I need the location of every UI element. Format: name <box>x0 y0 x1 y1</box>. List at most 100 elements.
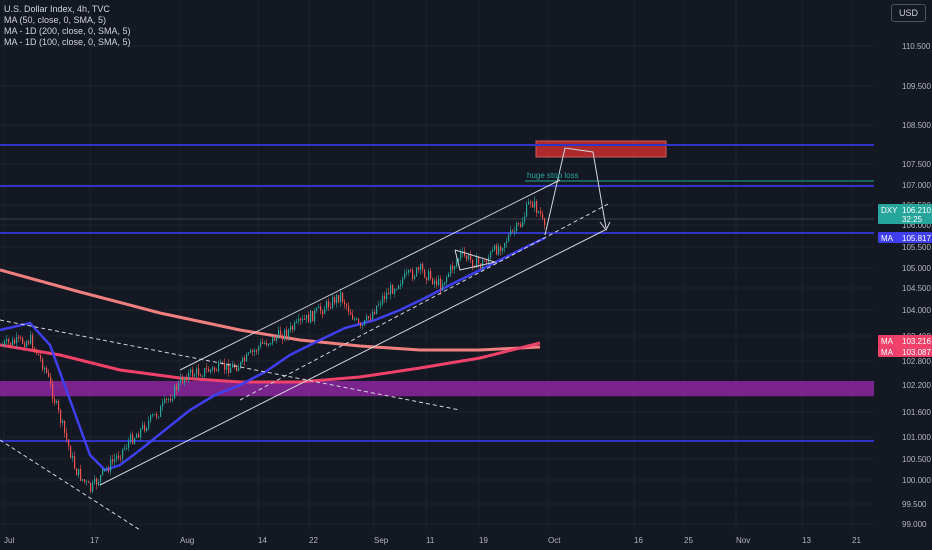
candle <box>422 264 424 270</box>
candle <box>206 368 208 370</box>
candle <box>222 362 224 364</box>
candle <box>72 455 74 459</box>
candle <box>196 368 198 375</box>
candle <box>176 385 178 391</box>
candle <box>250 350 252 353</box>
candle <box>214 367 216 371</box>
candle <box>256 350 258 352</box>
price-tick: 109.500 <box>902 82 931 91</box>
ma200-line <box>0 268 541 352</box>
candle <box>146 427 148 431</box>
candle <box>242 357 244 362</box>
candle <box>496 245 498 255</box>
candle <box>266 342 268 346</box>
candle <box>292 326 294 330</box>
candle <box>284 329 286 340</box>
candle <box>454 266 456 270</box>
price-label-box <box>878 346 932 357</box>
candle <box>260 342 262 347</box>
candle <box>484 260 486 262</box>
candle <box>362 325 364 327</box>
candle <box>358 318 360 324</box>
candle <box>400 284 402 286</box>
candle <box>52 383 54 399</box>
price-label-value: 106.210 <box>902 206 931 215</box>
price-label-box <box>878 204 932 224</box>
price-label-value: 103.087 <box>902 348 931 357</box>
horizontal-levels <box>0 144 874 442</box>
candle <box>526 204 528 217</box>
time-tick: 14 <box>258 536 267 545</box>
candle <box>178 382 180 391</box>
candle <box>154 413 156 416</box>
candle <box>490 251 492 258</box>
candle <box>508 235 510 242</box>
candle <box>446 276 448 283</box>
zones <box>0 140 874 397</box>
candle <box>468 255 470 260</box>
candle <box>412 270 414 279</box>
time-tick: Sep <box>374 536 389 545</box>
candle <box>322 310 324 314</box>
time-tick: 16 <box>634 536 643 545</box>
candle <box>386 292 388 300</box>
candle <box>228 363 230 373</box>
price-axis: 110.500109.500108.500107.500107.000106.5… <box>874 0 932 550</box>
time-tick: Oct <box>548 536 561 545</box>
candle <box>456 261 458 267</box>
candles <box>2 196 546 494</box>
candle <box>330 307 332 309</box>
candle <box>534 201 536 208</box>
candle <box>216 370 218 372</box>
candle <box>16 336 18 344</box>
candle <box>40 355 42 359</box>
candle <box>208 368 210 372</box>
candle <box>170 398 172 401</box>
candle <box>530 202 532 204</box>
candle <box>248 352 250 355</box>
candle <box>288 329 290 337</box>
candle <box>528 202 530 205</box>
price-tick: 104.500 <box>902 284 931 293</box>
ma100-line <box>0 341 541 384</box>
candle <box>312 310 314 322</box>
candle <box>218 362 220 371</box>
ma50-line <box>0 236 546 472</box>
candle <box>202 376 204 378</box>
candle <box>106 468 108 470</box>
candle <box>494 245 496 251</box>
candle <box>390 285 392 295</box>
flag-pattern <box>454 249 497 271</box>
candle <box>276 336 278 341</box>
candle <box>290 326 292 330</box>
price-tick: 107.500 <box>902 160 931 169</box>
candle <box>124 447 126 449</box>
candle <box>28 341 30 344</box>
currency-button[interactable]: USD <box>890 4 926 22</box>
candle <box>162 402 164 407</box>
chart-legend: U.S. Dollar Index, 4h, TVC MA (50, close… <box>4 4 131 48</box>
candle <box>388 292 390 295</box>
candle <box>56 400 58 403</box>
candle <box>270 343 272 345</box>
time-tick: 13 <box>802 536 811 545</box>
candle <box>192 369 194 377</box>
candle <box>184 377 186 383</box>
candle <box>402 278 404 285</box>
time-tick: 17 <box>90 536 99 545</box>
price-axis-bg <box>874 0 932 550</box>
candle <box>544 218 546 226</box>
candle <box>92 482 94 492</box>
candle <box>14 339 16 344</box>
candle <box>6 338 8 342</box>
price-label-countdown: 32:25 <box>902 215 923 224</box>
candle <box>500 246 502 251</box>
time-tick: Nov <box>736 536 750 545</box>
candle <box>542 214 544 219</box>
candle <box>370 318 372 320</box>
candle <box>432 278 434 285</box>
time-tick: Jul <box>4 536 14 545</box>
candle <box>404 273 406 279</box>
